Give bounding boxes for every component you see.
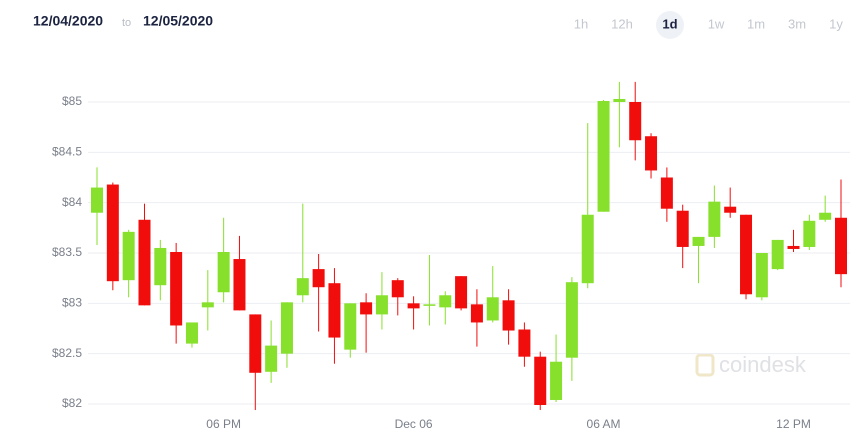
candle-body — [708, 201, 721, 237]
y-tick-label: $84 — [62, 195, 82, 209]
y-tick-label: $85 — [62, 94, 82, 108]
y-tick-label: $84.5 — [52, 145, 82, 159]
candle-body — [249, 314, 262, 373]
candle-body — [724, 206, 737, 213]
candle-body — [803, 220, 816, 247]
x-tick-label: Dec 06 — [395, 417, 433, 431]
range-button[interactable]: 3m — [788, 16, 806, 31]
candle-body — [676, 210, 689, 247]
candle-body — [565, 282, 578, 358]
candle-body — [613, 98, 626, 102]
candle-body — [518, 329, 531, 357]
candle-body — [502, 300, 515, 331]
candle-body — [439, 295, 452, 308]
candle-body — [787, 245, 800, 249]
watermark: coindesk — [695, 352, 807, 377]
candle-body — [185, 322, 198, 344]
candle-body — [280, 302, 293, 354]
candle-body — [391, 280, 404, 298]
range-button[interactable]: 1m — [747, 16, 765, 31]
candle-body — [645, 136, 658, 171]
x-tick-label: 12 PM — [776, 417, 811, 431]
date-separator: to — [122, 17, 131, 29]
candle-body — [407, 303, 420, 309]
candle-body — [455, 276, 468, 309]
y-tick-label: $83.5 — [52, 245, 82, 259]
candle-body — [629, 102, 642, 141]
candle-body — [550, 361, 563, 400]
candle-body — [755, 253, 768, 298]
candle-body — [170, 251, 183, 326]
candle-body — [217, 251, 230, 293]
y-tick-label: $82 — [62, 396, 82, 410]
candle-body — [692, 236, 705, 246]
range-selected-bg — [656, 11, 684, 39]
candle-body — [296, 278, 309, 296]
candle-body — [233, 259, 246, 311]
candle-body — [486, 297, 499, 321]
range-button[interactable]: 1h — [574, 16, 588, 31]
candle-body — [375, 295, 388, 315]
date-from: 12/04/2020 — [33, 13, 103, 29]
candle-body — [138, 219, 151, 306]
y-tick-label: $82.5 — [52, 346, 82, 360]
candle-body — [835, 217, 847, 275]
candle-body — [154, 247, 167, 286]
candle-body — [660, 177, 673, 209]
watermark-text: coindesk — [719, 352, 807, 377]
candle-body — [91, 187, 103, 213]
candle-body — [328, 283, 341, 338]
candle-body — [360, 302, 373, 315]
date-to: 12/05/2020 — [143, 13, 213, 29]
candle-body — [740, 214, 753, 295]
range-button[interactable]: 12h — [611, 16, 633, 31]
range-button[interactable]: 1d — [662, 16, 677, 31]
candle-body — [581, 214, 594, 284]
candle-body — [122, 231, 135, 281]
candle-body — [771, 239, 784, 270]
candle-body — [534, 356, 547, 406]
watermark-icon — [695, 353, 715, 377]
candle-body — [819, 212, 832, 220]
candle-body — [423, 304, 436, 306]
candle-body — [265, 345, 278, 372]
candle-body — [106, 184, 119, 282]
candle-body — [201, 302, 214, 308]
range-button[interactable]: 1y — [829, 16, 843, 31]
x-tick-label: 06 AM — [587, 417, 621, 431]
range-button[interactable]: 1w — [708, 16, 725, 31]
candle-body — [312, 269, 325, 288]
y-tick-label: $83 — [62, 296, 82, 310]
x-tick-label: 06 PM — [206, 417, 241, 431]
candle-body — [597, 100, 610, 212]
candle-body — [470, 304, 483, 323]
candle-body — [344, 303, 357, 350]
